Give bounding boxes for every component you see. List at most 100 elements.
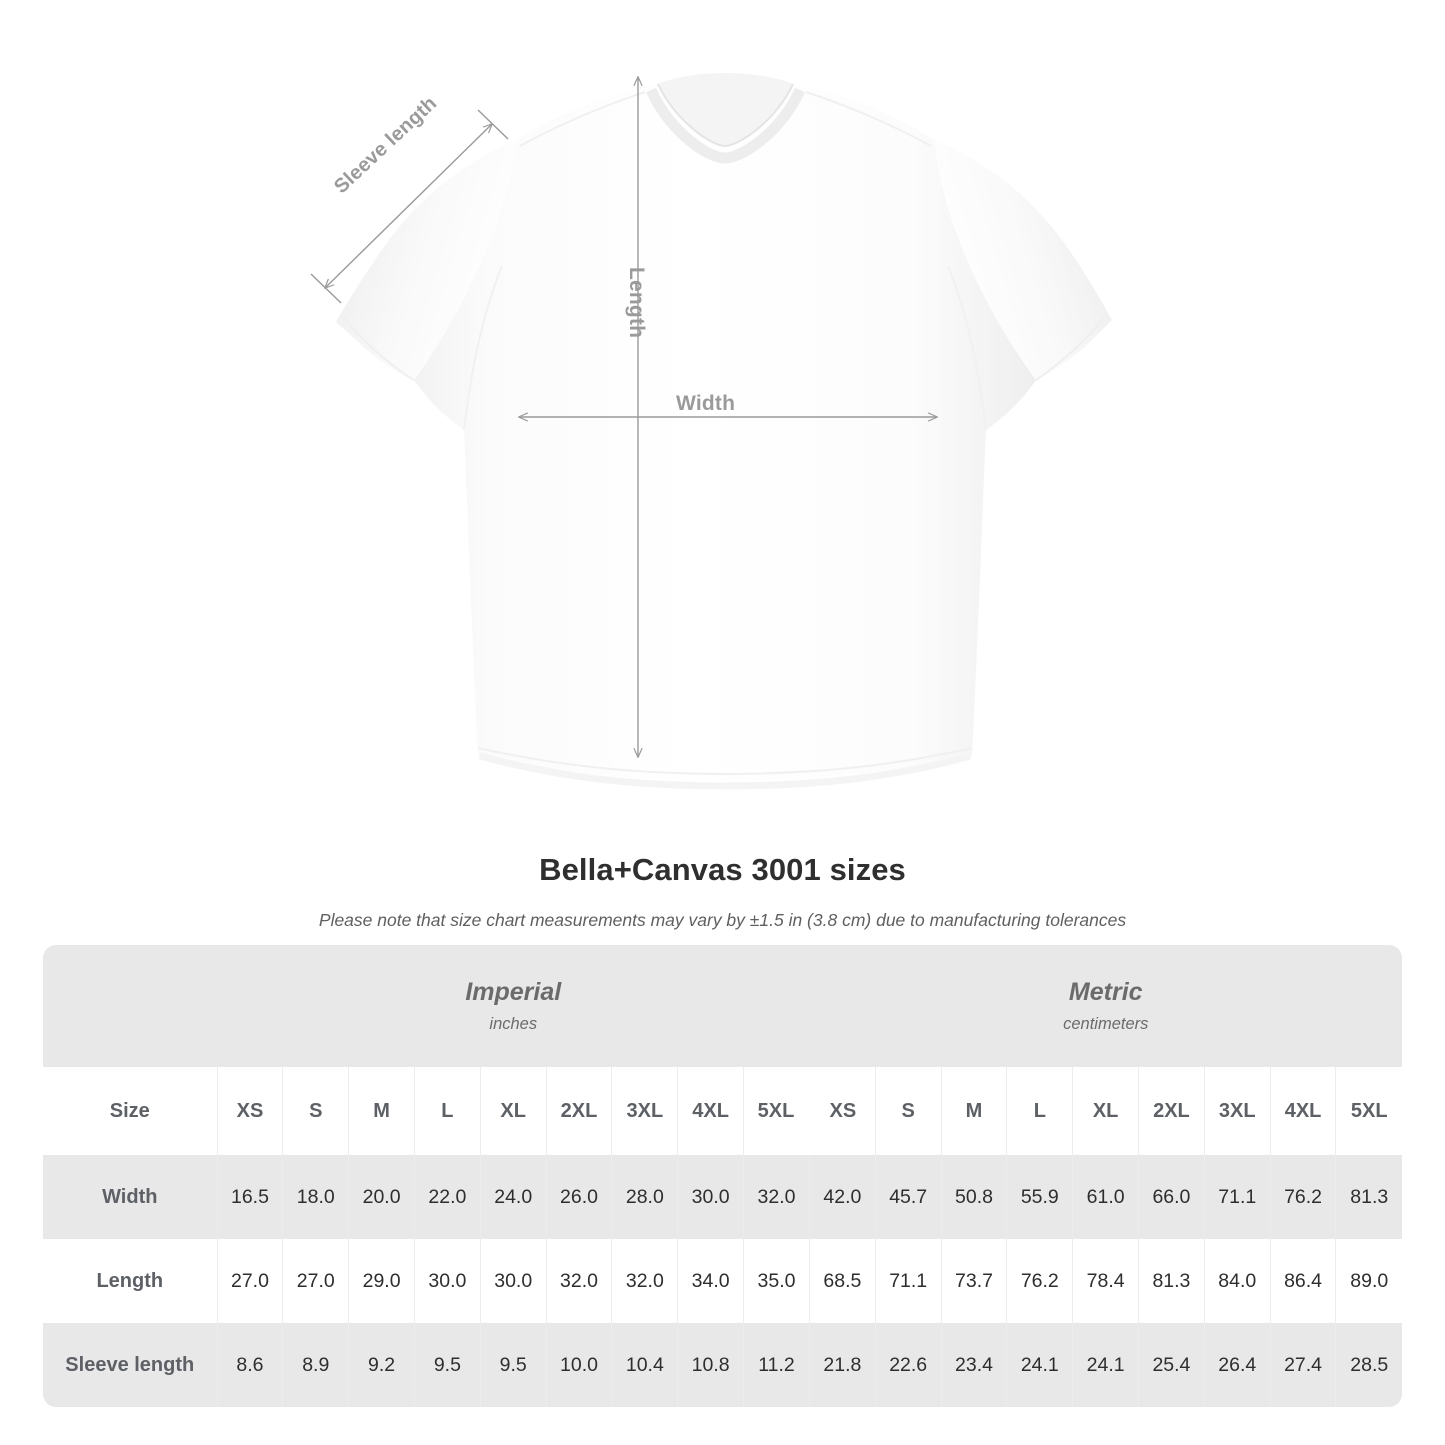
cell-value: 84.0 — [1204, 1239, 1271, 1323]
cell-value: 30.0 — [414, 1239, 481, 1323]
cell-value: 22.6 — [875, 1323, 942, 1407]
cell-value: 66.0 — [1138, 1155, 1205, 1239]
width-label: Width — [676, 392, 736, 415]
cell-value: 24.1 — [1006, 1323, 1074, 1407]
size-header-imperial-s: S — [282, 1067, 350, 1155]
size-header-metric-xl: XL — [1072, 1067, 1140, 1155]
tshirt-illustration — [310, 73, 1112, 790]
cell-value: 28.0 — [611, 1155, 679, 1239]
cell-value: 45.7 — [875, 1155, 942, 1239]
left-sleeve-hem — [343, 317, 415, 381]
cell-value: 21.8 — [809, 1323, 876, 1407]
size-header-imperial-5xl: 5XL — [743, 1067, 811, 1155]
row-label-width: Width — [43, 1155, 218, 1239]
cell-value: 16.5 — [217, 1155, 284, 1239]
cell-value: 26.4 — [1204, 1323, 1271, 1407]
cell-value: 35.0 — [743, 1239, 810, 1323]
cell-value: 8.6 — [217, 1323, 284, 1407]
tshirt-body — [414, 84, 1036, 780]
cell-value: 10.8 — [677, 1323, 745, 1407]
size-header-imperial-m: M — [348, 1067, 415, 1155]
left-shoulder-seam — [519, 91, 646, 147]
table-row: Sleeve length 8.6 8.9 9.2 9.5 9.5 10.0 10.4 10.8… — [43, 1323, 1402, 1407]
sleeve-tick-bottom — [310, 273, 342, 304]
table-row: Length 27.0 27.0 29.0 30.0 30.0 32.0 32.0 34.0 35… — [43, 1239, 1402, 1323]
size-header-imperial-2xl: 2XL — [546, 1067, 613, 1155]
cell-value: 27.0 — [217, 1239, 284, 1323]
cell-value: 24.0 — [480, 1155, 547, 1239]
collar-seam — [657, 83, 794, 148]
cell-value: 27.4 — [1270, 1323, 1337, 1407]
cell-value: 8.9 — [282, 1323, 350, 1407]
sleeve-tick-top — [477, 109, 509, 140]
metric-unit-subtitle: centimeters — [1063, 1015, 1149, 1034]
cell-value: 28.5 — [1335, 1323, 1402, 1407]
cell-value: 25.4 — [1138, 1323, 1205, 1407]
title-block: Bella+Canvas 3001 sizes Please note that… — [0, 852, 1445, 931]
cell-value: 32.0 — [743, 1155, 810, 1239]
cell-value: 32.0 — [546, 1239, 613, 1323]
cell-value: 81.3 — [1138, 1239, 1205, 1323]
size-header-label: Size — [43, 1067, 218, 1155]
size-header-imperial-xs: XS — [217, 1067, 284, 1155]
cell-value: 71.1 — [875, 1239, 942, 1323]
size-header-row: Size XS S M L XL 2XL 3XL 4XL 5XL XS S M L XL 2XL 3XL 4XL 5… — [43, 1067, 1402, 1155]
cell-value: 10.0 — [546, 1323, 613, 1407]
row-label-sleeve-length: Sleeve length — [43, 1323, 218, 1407]
cell-value: 78.4 — [1072, 1239, 1140, 1323]
cell-value: 73.7 — [941, 1239, 1008, 1323]
cell-value: 18.0 — [282, 1155, 350, 1239]
cell-value: 76.2 — [1006, 1239, 1074, 1323]
imperial-unit-title: Imperial — [465, 977, 562, 1006]
cell-value: 50.8 — [941, 1155, 1008, 1239]
right-sleeve-hem — [1035, 317, 1105, 381]
size-chart-table: Imperial inches Metric centimeters Size XS S M L… — [43, 945, 1402, 1407]
unit-band-row: Imperial inches Metric centimeters — [43, 945, 1402, 1067]
cell-value: 10.4 — [611, 1323, 679, 1407]
imperial-unit-cell: Imperial inches — [217, 945, 810, 1067]
cell-value: 9.5 — [414, 1323, 481, 1407]
cell-value: 11.2 — [743, 1323, 810, 1407]
dimension-lines — [310, 77, 937, 757]
tshirt-diagram: Sleeve length Length Width — [310, 73, 1112, 790]
cell-value: 22.0 — [414, 1155, 481, 1239]
size-header-metric-5xl: 5XL — [1335, 1067, 1402, 1155]
size-header-metric-3xl: 3XL — [1204, 1067, 1271, 1155]
row-label-length: Length — [43, 1239, 218, 1323]
cell-value: 32.0 — [611, 1239, 679, 1323]
length-label: Length — [625, 267, 648, 339]
cell-value: 29.0 — [348, 1239, 415, 1323]
cell-value: 30.0 — [677, 1155, 745, 1239]
size-header-metric-s: S — [875, 1067, 942, 1155]
size-header-metric-xs: XS — [809, 1067, 876, 1155]
cell-value: 24.1 — [1072, 1323, 1140, 1407]
cell-value: 68.5 — [809, 1239, 876, 1323]
unit-band-spacer — [43, 945, 218, 1067]
size-header-metric-4xl: 4XL — [1270, 1067, 1337, 1155]
imperial-unit-subtitle: inches — [489, 1015, 538, 1034]
cell-value: 61.0 — [1072, 1155, 1140, 1239]
cell-value: 76.2 — [1270, 1155, 1337, 1239]
cell-value: 89.0 — [1335, 1239, 1402, 1323]
cell-value: 23.4 — [941, 1323, 1008, 1407]
cell-value: 86.4 — [1270, 1239, 1337, 1323]
table-row: Width 16.5 18.0 20.0 22.0 24.0 26.0 28.0 30.0 32.… — [43, 1155, 1402, 1239]
size-header-metric-2xl: 2XL — [1138, 1067, 1205, 1155]
tshirt-shape — [336, 73, 1112, 790]
tolerance-note: Please note that size chart measurements… — [318, 910, 1127, 930]
left-armhole-seam — [463, 265, 503, 431]
cell-value: 81.3 — [1335, 1155, 1402, 1239]
cell-value: 55.9 — [1006, 1155, 1074, 1239]
metric-unit-title: Metric — [1068, 977, 1143, 1006]
right-armhole-seam — [947, 265, 987, 431]
cell-value: 71.1 — [1204, 1155, 1271, 1239]
right-shoulder-seam — [805, 91, 932, 147]
cell-value: 27.0 — [282, 1239, 350, 1323]
size-header-metric-m: M — [941, 1067, 1008, 1155]
cell-value: 9.2 — [348, 1323, 415, 1407]
cell-value: 26.0 — [546, 1155, 613, 1239]
cell-value: 34.0 — [677, 1239, 745, 1323]
cell-value: 20.0 — [348, 1155, 415, 1239]
size-chart-table-wrapper: Imperial inches Metric centimeters Size XS S M L… — [43, 945, 1402, 1407]
size-header-imperial-l: L — [414, 1067, 481, 1155]
